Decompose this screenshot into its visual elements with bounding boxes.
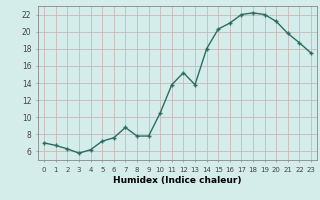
X-axis label: Humidex (Indice chaleur): Humidex (Indice chaleur)	[113, 176, 242, 185]
